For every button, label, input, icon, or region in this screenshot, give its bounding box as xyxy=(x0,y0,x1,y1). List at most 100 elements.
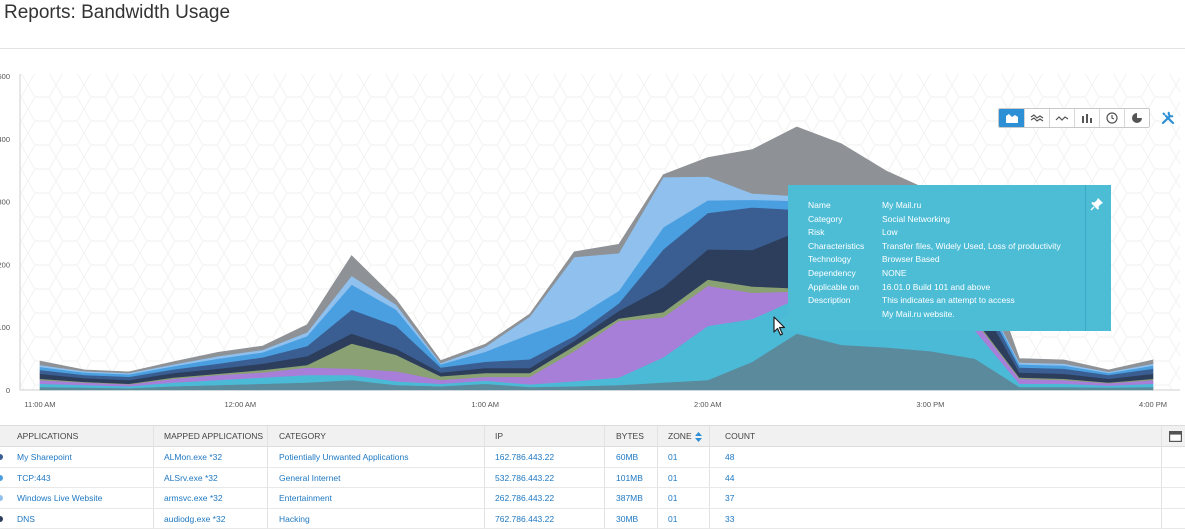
x-tick-label: 2:00 AM xyxy=(694,400,722,409)
x-tick-label: 12:00 AM xyxy=(224,400,256,409)
cell-category[interactable]: Hacking xyxy=(279,513,310,524)
application-tooltip: Name My Mail.ru Category Social Networking… xyxy=(779,185,1111,331)
tooltip-row-dependency: Dependency NONE xyxy=(808,267,1061,281)
tooltip-value: Browser Based xyxy=(882,254,940,265)
cell-ip[interactable]: 162.786.443.22 xyxy=(495,452,555,462)
tooltip-row-description-cont: My Mail.ru website. xyxy=(808,308,1061,322)
y-axis-ticks: 500 400 300 200 100 0 xyxy=(0,72,10,395)
cell-mapped-application[interactable]: audiodg.exe *32 xyxy=(164,513,226,524)
column-separator xyxy=(1161,425,1162,529)
chart-type-toolbar xyxy=(998,108,1150,128)
column-separator xyxy=(484,425,485,529)
cell-mapped-application[interactable]: ALMon.exe *32 xyxy=(164,452,223,462)
cell-zone: 01 xyxy=(668,452,678,462)
cell-application[interactable]: TCP:443 xyxy=(17,472,51,483)
row-color-dot xyxy=(0,495,3,501)
tooltip-row-applicable: Applicable on 16.01.0 Build 101 and above xyxy=(808,281,1061,295)
tooltip-label: Technology xyxy=(808,254,852,265)
cell-bytes: 101MB xyxy=(616,472,643,483)
column-header-ip[interactable]: IP xyxy=(495,431,504,441)
column-header-applications[interactable]: APPLICATIONS xyxy=(17,431,79,441)
column-separator xyxy=(709,425,710,529)
column-toggle-icon[interactable] xyxy=(1169,431,1182,442)
cell-mapped-application[interactable]: armsvc.exe *32 xyxy=(164,493,223,503)
tooltip-label: Description xyxy=(808,295,851,306)
bar-chart-icon xyxy=(1082,113,1092,123)
x-tick-label: 3:00 PM xyxy=(916,400,944,409)
pie-chart-button[interactable] xyxy=(1124,109,1149,127)
row-color-dot xyxy=(0,515,3,522)
cell-application[interactable]: DNS xyxy=(17,513,35,524)
column-header-mapped-applications[interactable]: MAPPED APPLICATIONS xyxy=(164,431,264,441)
column-header-zone[interactable]: ZONE xyxy=(668,426,702,447)
tooltip-label: Dependency xyxy=(808,267,856,278)
column-header-category[interactable]: CATEGORY xyxy=(279,431,326,441)
cell-ip[interactable]: 532.786.443.22 xyxy=(495,472,555,483)
column-separator xyxy=(657,425,658,529)
column-header-zone-label: ZONE xyxy=(668,431,692,441)
bar-chart-button[interactable] xyxy=(1074,109,1099,127)
tooltip-value: NONE xyxy=(882,267,907,278)
y-tick-label: 500 xyxy=(0,72,10,81)
tooltip-row-characteristics: Characteristics Transfer files, Widely Us… xyxy=(808,240,1061,254)
cell-zone: 01 xyxy=(668,513,678,524)
cell-application[interactable]: My Sharepoint xyxy=(17,452,72,462)
cell-bytes: 387MB xyxy=(616,493,643,503)
tooltip-value: Transfer files, Widely Used, Loss of pro… xyxy=(882,240,1061,251)
tooltip-row-name: Name My Mail.ru xyxy=(808,199,1061,213)
y-tick-label: 100 xyxy=(0,323,10,332)
x-tick-label: 4:00 PM xyxy=(1139,400,1167,409)
tooltip-row-description: Description This indicates an attempt to … xyxy=(808,294,1061,308)
cell-category[interactable]: General Internet xyxy=(279,472,341,483)
table-row[interactable]: My Sharepoint ALMon.exe *32 Potientially… xyxy=(0,447,1185,468)
cell-count: 44 xyxy=(725,472,735,483)
x-axis-ticks: 11:00 AM 12:00 AM 1:00 AM 2:00 AM 3:00 PM 4:0… xyxy=(24,400,1167,409)
cell-zone: 01 xyxy=(668,493,678,503)
y-tick-label: 200 xyxy=(0,260,10,269)
cell-category[interactable]: Potientially Unwanted Applications xyxy=(279,452,409,462)
column-separator xyxy=(604,425,605,529)
line-chart-button[interactable] xyxy=(1049,109,1074,127)
cell-mapped-application[interactable]: ALSrv.exe *32 xyxy=(164,472,218,483)
tooltip-label xyxy=(808,308,882,322)
chart-settings-button[interactable] xyxy=(1160,110,1176,126)
column-header-count[interactable]: COUNT xyxy=(725,431,756,441)
tooltip-label: Risk xyxy=(808,227,825,238)
table-header: APPLICATIONS MAPPED APPLICATIONS CATEGOR… xyxy=(0,425,1185,447)
tooltip-value: Low xyxy=(882,227,898,238)
cell-ip[interactable]: 262.786.443.22 xyxy=(495,493,555,503)
cell-count: 37 xyxy=(725,493,735,503)
area-chart-button[interactable] xyxy=(999,109,1024,127)
stacked-line-button[interactable] xyxy=(1024,109,1049,127)
area-chart-icon xyxy=(1005,113,1018,123)
cell-ip[interactable]: 762.786.443.22 xyxy=(495,513,555,524)
tooltip-value: This indicates an attempt to access xyxy=(882,295,1015,306)
cell-zone: 01 xyxy=(668,472,678,483)
cell-bytes: 60MB xyxy=(616,452,639,462)
time-view-button[interactable] xyxy=(1099,109,1124,127)
tooltip-row-category: Category Social Networking xyxy=(808,213,1061,227)
pin-icon[interactable] xyxy=(1090,197,1104,211)
tooltip-label: Category xyxy=(808,213,843,224)
table-row[interactable]: TCP:443 ALSrv.exe *32 General Internet 5… xyxy=(0,468,1185,488)
y-tick-label: 300 xyxy=(0,198,10,207)
x-tick-label: 11:00 AM xyxy=(24,400,55,409)
tooltip-label: Name xyxy=(808,200,831,210)
page-title: Reports: Bandwidth Usage xyxy=(4,2,231,23)
clock-icon xyxy=(1106,112,1118,124)
column-separator xyxy=(153,425,154,529)
tooltip-label: Characteristics xyxy=(808,240,865,251)
sort-icon[interactable] xyxy=(694,431,702,442)
cell-count: 48 xyxy=(725,452,735,462)
table-row[interactable]: Windows Live Website armsvc.exe *32 Ente… xyxy=(0,488,1185,509)
tooltip-pointer xyxy=(779,313,788,331)
cell-category[interactable]: Entertainment xyxy=(279,493,332,503)
title-divider xyxy=(0,48,1185,49)
y-tick-label: 400 xyxy=(0,135,10,144)
tooltip-row-technology: Technology Browser Based xyxy=(808,253,1061,267)
row-color-dot xyxy=(0,454,3,460)
column-header-bytes[interactable]: BYTES xyxy=(616,431,644,441)
table-row[interactable]: DNS audiodg.exe *32 Hacking 762.786.443.… xyxy=(0,509,1185,529)
cell-application[interactable]: Windows Live Website xyxy=(17,493,103,503)
row-color-dot xyxy=(0,474,3,481)
